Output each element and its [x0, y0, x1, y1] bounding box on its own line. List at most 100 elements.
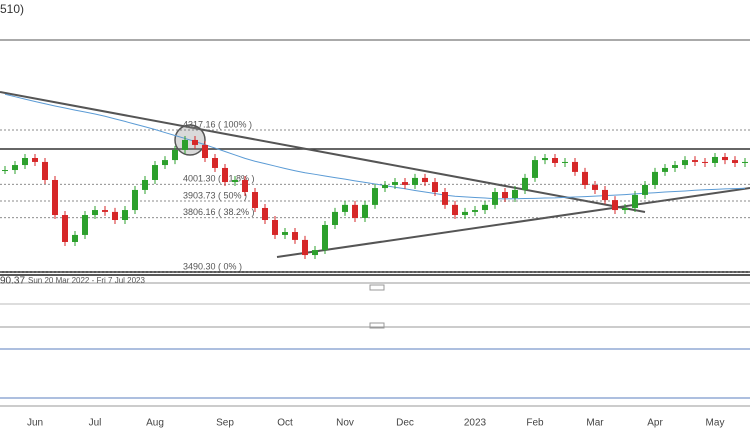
candle-body — [542, 158, 548, 161]
fib-label: 3903.73 ( 50% ) — [183, 190, 247, 200]
fib-label: 3806.16 ( 38.2% ) — [183, 207, 255, 217]
x-tick-label: Oct — [277, 418, 293, 429]
candle-body — [372, 188, 378, 205]
candle-body — [662, 167, 668, 172]
candle-body — [362, 204, 368, 218]
x-tick-label: Mar — [586, 418, 604, 429]
candle-body — [22, 158, 28, 166]
x-tick-label: Feb — [526, 418, 544, 429]
trend-line — [276, 187, 750, 258]
candle-body — [42, 161, 48, 180]
candle-body — [272, 220, 278, 235]
candle-body — [502, 192, 508, 199]
candle-body — [192, 139, 198, 145]
candle-body — [302, 239, 308, 256]
x-tick-label: Sep — [216, 418, 234, 429]
candle-body — [222, 167, 228, 183]
candle-body — [622, 207, 628, 211]
candle-body — [242, 179, 248, 193]
candle-body — [402, 182, 408, 185]
x-tick-label: Jul — [89, 418, 102, 429]
price-pane: 4317.16 ( 100% ) 4001.30 ( 61.8% ) 3903.73… — [0, 93, 750, 273]
candle-body — [332, 211, 338, 225]
candle-body — [312, 250, 318, 256]
candle-body — [512, 189, 518, 199]
candle-body — [602, 189, 608, 201]
candle-body — [582, 171, 588, 185]
x-tick-label: May — [706, 418, 725, 429]
candle-body — [482, 204, 488, 211]
candle-body — [642, 184, 648, 195]
fib-label: 4317.16 ( 100% ) — [183, 119, 252, 129]
candle-body — [532, 160, 538, 178]
candle-body — [452, 204, 458, 216]
candle-body — [2, 170, 8, 172]
candle-body — [472, 210, 478, 212]
candle-body — [202, 144, 208, 159]
trend-line — [0, 91, 646, 213]
candle-body — [432, 182, 438, 193]
moving-average — [4, 93, 746, 200]
chart-title: 510) — [0, 2, 24, 16]
candle-body — [722, 156, 728, 161]
candle-body — [672, 165, 678, 168]
date-range: Sun 20 Mar 2022 - Fri 7 Jul 2023 — [28, 276, 146, 285]
candle-body — [82, 215, 88, 235]
candle-body — [552, 158, 558, 163]
candle-body — [292, 232, 298, 240]
x-tick-label: Jun — [27, 418, 43, 429]
x-tick-label: Dec — [396, 418, 414, 429]
candle-body — [522, 177, 528, 190]
candle-body — [742, 161, 748, 163]
pane-handle[interactable] — [369, 284, 385, 291]
candle-body — [352, 204, 358, 218]
candle-body — [712, 156, 718, 163]
candle-body — [342, 204, 348, 212]
x-tick-label: Nov — [336, 418, 354, 429]
candle-body — [62, 215, 68, 242]
pane-handle[interactable] — [369, 322, 385, 329]
candle-body — [252, 192, 258, 208]
candle-body — [732, 160, 738, 163]
candle-body — [132, 189, 138, 211]
candle-body — [142, 179, 148, 190]
candle-body — [212, 158, 218, 168]
candle-body — [592, 184, 598, 190]
candle-body — [152, 165, 158, 180]
candle-body — [682, 160, 688, 166]
candle-body — [32, 158, 38, 162]
candle-body — [562, 161, 568, 163]
x-tick-label: Aug — [146, 418, 164, 429]
candle-body — [52, 179, 58, 216]
candle-body — [322, 224, 328, 251]
candle-body — [422, 177, 428, 183]
candle-body — [392, 182, 398, 185]
candle-body — [72, 234, 78, 242]
candle-body — [442, 192, 448, 205]
candle-body — [572, 161, 578, 172]
x-tick-label: Apr — [647, 418, 663, 429]
indicator-value: 90.37 — [0, 276, 25, 287]
candle-body — [172, 149, 178, 161]
candle-body — [632, 194, 638, 208]
candle-body — [162, 160, 168, 166]
candle-body — [652, 171, 658, 185]
candle-body — [612, 200, 618, 211]
candle-body — [382, 184, 388, 189]
x-tick-label: 2023 — [464, 418, 487, 429]
candle-body — [492, 192, 498, 205]
candle-body — [232, 179, 238, 183]
fib-label: 3490.30 ( 0% ) — [183, 261, 242, 271]
candle-body — [182, 139, 188, 150]
candle-body — [692, 160, 698, 162]
candle-body — [12, 165, 18, 171]
candle-body — [412, 177, 418, 185]
candle-body — [262, 207, 268, 221]
candle-body — [92, 210, 98, 216]
candle-body — [102, 210, 108, 212]
candle-body — [122, 210, 128, 221]
fib-label: 4001.30 ( 61.8% ) — [183, 174, 255, 184]
candle-body — [282, 232, 288, 235]
candle-body — [112, 211, 118, 221]
